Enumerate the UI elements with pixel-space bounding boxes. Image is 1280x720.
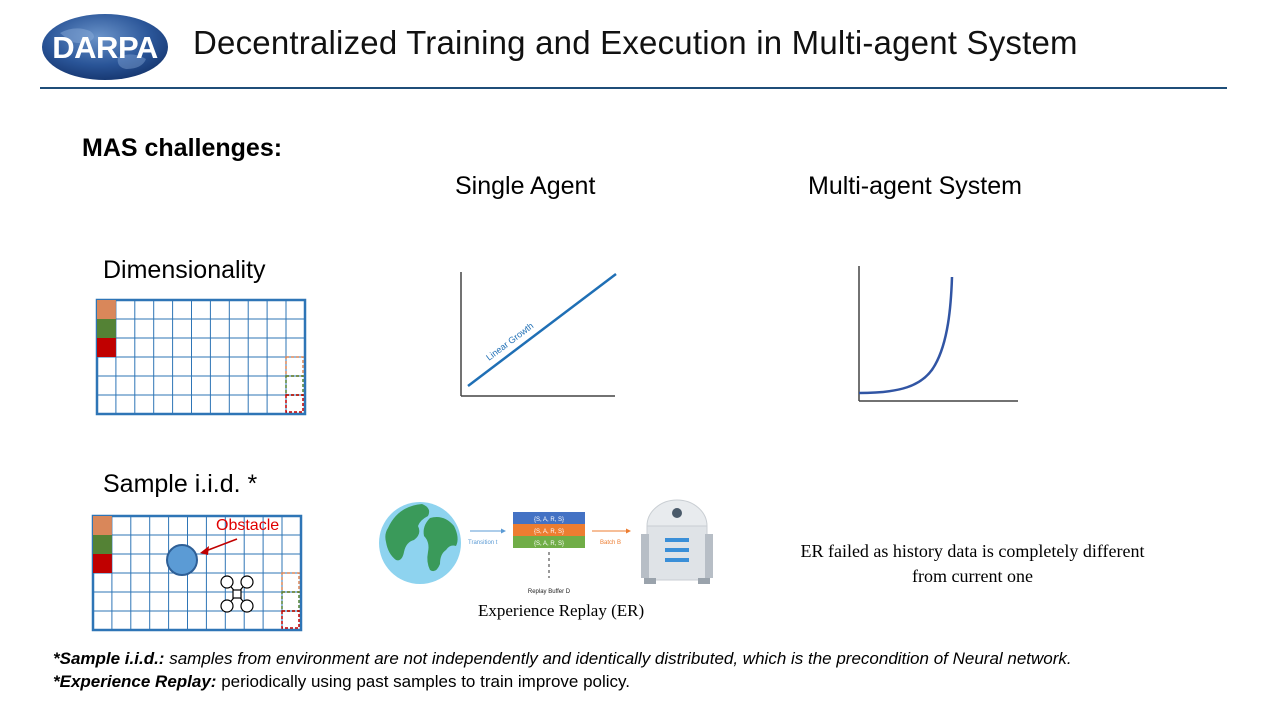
transition-label: Transition t xyxy=(468,540,498,546)
footnote-sample-iid: *Sample i.i.d.: samples from environment… xyxy=(53,649,1072,669)
obstacle-label: Obstacle xyxy=(216,517,280,534)
header-divider xyxy=(40,87,1227,89)
experience-replay-caption: Experience Replay (ER) xyxy=(478,601,645,620)
footnote-experience-replay: *Experience Replay: periodically using p… xyxy=(53,672,630,692)
linear-growth-graph: Linear Growth xyxy=(460,272,617,397)
experience-replay-diagram: Transition t {S, A, R, S} {S, A, R, S} {… xyxy=(379,499,713,595)
column-heading-multi-agent: Multi-agent System xyxy=(808,172,1022,200)
obstacle-circle xyxy=(166,544,198,576)
replay-buffer-label: Replay Buffer D xyxy=(528,589,571,595)
dimensionality-grid xyxy=(95,298,307,416)
section-heading: MAS challenges: xyxy=(82,134,283,162)
buffer-row-2: {S, A, R, S} xyxy=(534,529,564,535)
batch-label: Batch B xyxy=(600,540,621,546)
footnote-er-term: *Experience Replay: xyxy=(53,672,217,691)
page-title: Decentralized Training and Execution in … xyxy=(193,24,1078,61)
footnote-iid-term: *Sample i.i.d.: xyxy=(53,649,165,668)
buffer-row-3: {S, A, R, S} xyxy=(534,541,564,547)
footnote-iid-text: samples from environment are not indepen… xyxy=(164,649,1072,668)
svg-text:DARPA: DARPA xyxy=(52,30,158,65)
column-heading-single-agent: Single Agent xyxy=(455,172,596,200)
robot-icon xyxy=(641,499,713,584)
footnote-er-text: periodically using past samples to train… xyxy=(216,672,631,691)
sample-iid-grid xyxy=(91,514,303,632)
er-failed-note: ER failed as history data is completely … xyxy=(800,541,1145,586)
exponential-growth-graph xyxy=(858,266,1018,402)
buffer-row-1: {S, A, R, S} xyxy=(534,517,564,523)
globe-icon xyxy=(379,502,461,584)
drone-icon xyxy=(220,575,254,613)
darpa-logo: DARPA xyxy=(42,14,168,80)
row-label-dimensionality: Dimensionality xyxy=(103,256,266,284)
row-label-sample-iid: Sample i.i.d. * xyxy=(103,470,258,498)
